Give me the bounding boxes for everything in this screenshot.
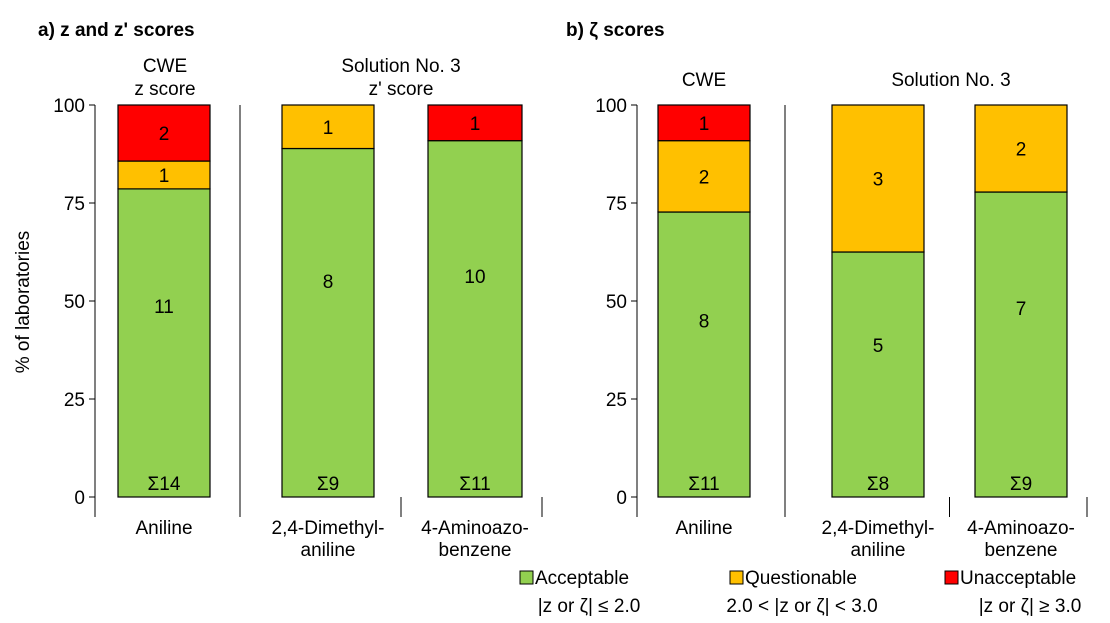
y-tick-label: 25	[606, 390, 627, 411]
bar-segment-acceptable	[974, 191, 1068, 498]
legend-item-unacceptable: Unacceptable |z or ζ| ≥ 3.0	[944, 568, 1082, 617]
count-label: 1	[699, 114, 710, 135]
category-label: benzene	[439, 540, 512, 561]
count-label: 2	[1016, 140, 1027, 161]
y-tick-label: 75	[64, 194, 85, 215]
bar-segment-unacceptable	[657, 104, 751, 142]
y-tick-label: 0	[616, 488, 627, 509]
bar-segment-questionable	[974, 104, 1068, 193]
category-label: aniline	[301, 540, 356, 561]
legend-swatch	[729, 570, 744, 585]
count-label: 10	[464, 267, 485, 288]
group-label: Solution No. 3	[891, 70, 1010, 91]
total-label: Σ11	[688, 474, 719, 495]
total-label: Σ9	[1010, 474, 1032, 495]
category-label: 4-Aminoazo-	[421, 518, 529, 539]
category-label: 2,4-Dimethyl-	[272, 518, 385, 539]
total-label: Σ14	[148, 474, 181, 495]
category-label: Aniline	[675, 518, 732, 539]
group-label: z score	[134, 79, 195, 100]
bar-segment-acceptable	[117, 188, 211, 498]
category-label: 4-Aminoazo-	[967, 518, 1075, 539]
y-tick-label: 75	[606, 194, 627, 215]
bar-segment-questionable	[657, 140, 751, 213]
bar-segment-acceptable	[657, 211, 751, 498]
bar-segment-unacceptable	[427, 104, 523, 142]
count-label: 8	[699, 311, 710, 332]
legend-criterion: |z or ζ| ≤ 2.0	[538, 596, 641, 617]
legend-label: Questionable	[745, 568, 857, 589]
bar-segment-questionable	[281, 104, 375, 150]
group-label: Solution No. 3	[341, 56, 460, 77]
panel-b-title: b) ζ scores	[566, 20, 665, 41]
legend-criterion: |z or ζ| ≥ 3.0	[979, 596, 1082, 617]
legend-swatch	[519, 570, 534, 585]
legend-item-acceptable: Acceptable |z or ζ| ≤ 2.0	[519, 568, 641, 617]
y-tick-label: 50	[606, 292, 627, 313]
legend-label: Unacceptable	[960, 568, 1076, 589]
category-label: 2,4-Dimethyl-	[822, 518, 935, 539]
category-label: Aniline	[135, 518, 192, 539]
count-label: 1	[323, 118, 334, 139]
total-label: Σ11	[459, 474, 490, 495]
legend-swatch	[944, 570, 959, 585]
group-label: CWE	[143, 56, 187, 77]
legend-label: Acceptable	[535, 568, 629, 589]
count-label: 5	[873, 336, 884, 357]
bar-segment-acceptable	[427, 140, 523, 498]
legend-item-questionable: Questionable 2.0 < |z or ζ| < 3.0	[726, 568, 877, 617]
y-tick-label: 100	[53, 96, 85, 117]
count-label: 11	[154, 297, 174, 318]
y-tick-label: 50	[64, 292, 85, 313]
group-label: z' score	[369, 79, 434, 100]
panel-a-title: a) z and z' scores	[38, 20, 195, 41]
bar-segment-unacceptable	[117, 104, 211, 162]
y-tick-label: 100	[595, 96, 627, 117]
category-label: aniline	[851, 540, 906, 561]
panel-b: 0 25 50 75 100 8 2 1 Σ11 5 3 Σ8 7 2 Σ9 Aniline CWE 2,4-Di…	[595, 70, 1088, 561]
y-axis-label: % of laboratories	[13, 231, 34, 374]
y-tick-label: 0	[74, 488, 85, 509]
count-label: 2	[159, 124, 170, 145]
category-label: benzene	[985, 540, 1058, 561]
total-label: Σ9	[317, 474, 339, 495]
count-label: 1	[159, 166, 170, 187]
count-label: 8	[323, 272, 334, 293]
count-label: 7	[1016, 299, 1027, 320]
legend-criterion: 2.0 < |z or ζ| < 3.0	[726, 596, 877, 617]
count-label: 1	[470, 114, 481, 135]
count-label: 3	[873, 170, 884, 191]
y-tick-label: 25	[64, 390, 85, 411]
bar-segment-questionable	[831, 104, 925, 253]
total-label: Σ8	[867, 474, 889, 495]
group-label: CWE	[682, 70, 726, 91]
count-label: 2	[699, 167, 710, 188]
bar-segment-acceptable	[281, 147, 375, 498]
bar-segment-acceptable	[831, 251, 925, 498]
